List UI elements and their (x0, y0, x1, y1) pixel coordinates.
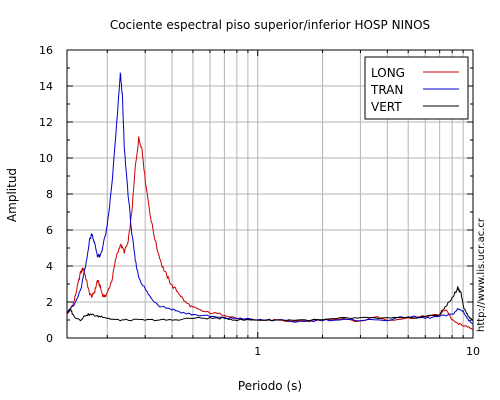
y-tick-label: 16 (39, 44, 53, 57)
y-tick-label: 0 (46, 332, 53, 345)
x-tick-label: 10 (466, 345, 480, 358)
legend-label-vert: VERT (371, 100, 402, 114)
y-tick-label: 10 (39, 152, 53, 165)
y-tick-label: 4 (46, 260, 53, 273)
legend-label-tran: TRAN (370, 83, 403, 97)
y-tick-labels: 0 2 4 6 8 10 12 14 16 (39, 44, 53, 345)
y-tick-label: 2 (46, 296, 53, 309)
x-axis-label: Periodo (s) (238, 379, 302, 393)
y-axis-label: Amplitud (5, 168, 19, 222)
series-line-vert (66, 286, 474, 322)
legend-label-long: LONG (371, 66, 405, 80)
y-tick-label: 12 (39, 116, 53, 129)
chart-title: Cociente espectral piso superior/inferio… (110, 18, 430, 32)
side-url-label: http://www.lis.ucr.ac.cr (476, 218, 487, 332)
x-tick-label: 1 (254, 345, 261, 358)
legend: LONG TRAN VERT (364, 56, 469, 120)
series-line-long (66, 136, 474, 330)
y-tick-label: 8 (46, 188, 53, 201)
series-lines (66, 72, 474, 330)
x-tick-labels: 1 10 (254, 345, 480, 358)
y-tick-label: 6 (46, 224, 53, 237)
legend-box (364, 56, 469, 120)
y-tick-label: 14 (39, 80, 53, 93)
